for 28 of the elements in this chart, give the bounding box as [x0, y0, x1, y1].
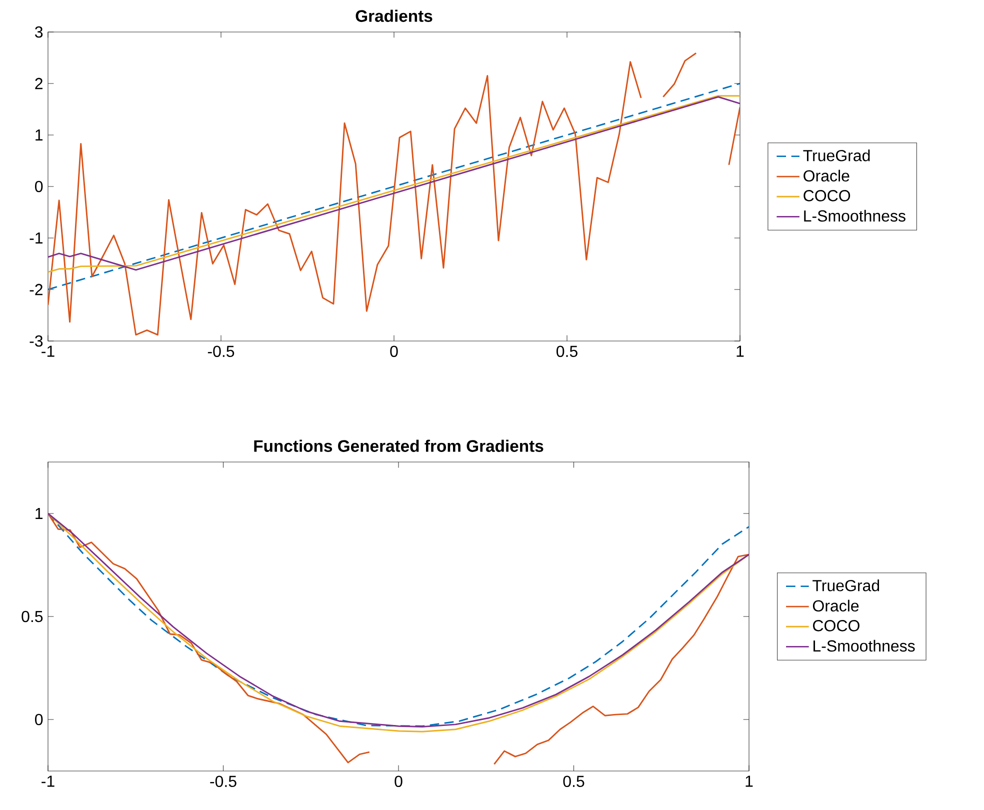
y-tick-label: -3 [30, 335, 43, 347]
y-tick-label: 0.5 [22, 610, 43, 622]
y-tick-label: -2 [30, 284, 42, 296]
legend-label: COCO [804, 190, 850, 202]
y-tick-label: 2 [35, 78, 42, 90]
x-tick-label: 0.5 [563, 776, 584, 788]
y-tick-label: -1 [30, 232, 43, 244]
chart-title: Functions Generated from Gradients [254, 440, 544, 452]
y-tick-label: 3 [35, 26, 43, 38]
legend-label: Oracle [812, 600, 859, 612]
x-tick-label: 0 [390, 346, 398, 358]
legend-label: L-Smoothness [814, 640, 915, 652]
x-tick-label: 0 [394, 776, 402, 788]
x-tick-label: 1 [736, 346, 744, 357]
x-tick-label: -0.5 [208, 346, 234, 358]
x-tick-label: 0.5 [556, 346, 578, 358]
y-tick-label: 1 [36, 508, 43, 519]
legend-label: L-Smoothness [804, 210, 906, 222]
x-tick-label: -0.5 [210, 776, 236, 788]
legend-label: Oracle [804, 170, 850, 182]
y-tick-label: 1 [36, 130, 43, 140]
legend-label: TrueGrad [803, 150, 870, 162]
y-tick-label: 0 [35, 714, 43, 726]
legend-label: COCO [813, 620, 860, 632]
chart-title: Gradients [356, 10, 432, 22]
legend-label: TrueGrad [812, 580, 880, 592]
x-tick-label: 1 [746, 776, 753, 787]
y-tick-label: 0 [35, 180, 43, 192]
